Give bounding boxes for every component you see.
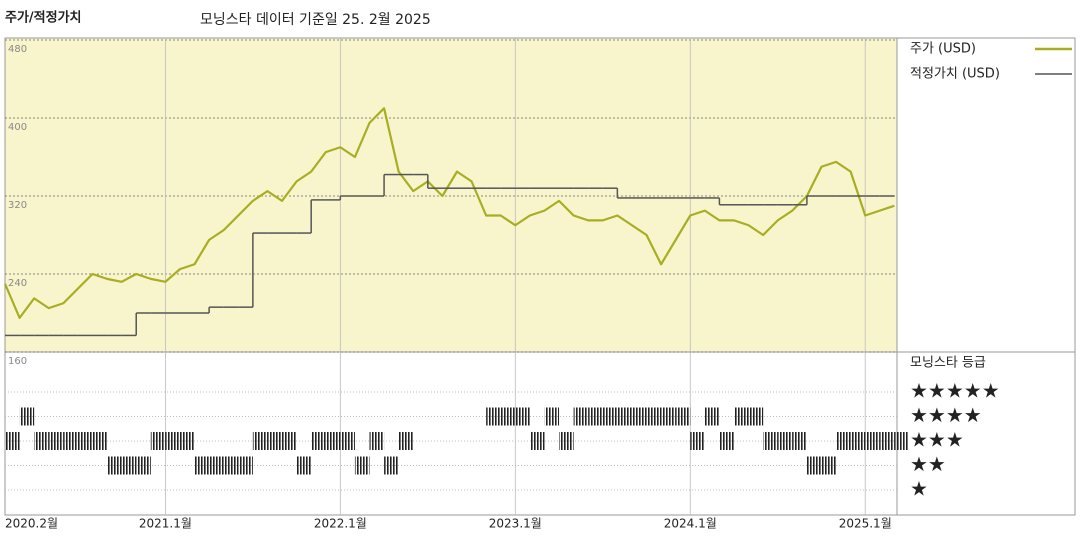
rating-bar [77,432,93,450]
rating-bar [92,432,108,450]
y-tick-label: 400 [8,122,27,133]
rating-bar [34,432,49,450]
rating-bar [282,432,297,450]
rating-bar [559,432,574,450]
rating-bar [384,456,399,475]
x-tick-label: 2023.1월 [489,517,542,531]
rating-bar [529,432,545,450]
rating-bar [48,432,64,450]
rating-bar [398,432,414,450]
rating-bar [617,407,632,426]
rating-bar [661,407,676,426]
rating-bar [806,456,822,475]
x-tick-label: 2022.1월 [314,517,367,531]
x-tick-label: 2024.1월 [664,517,717,531]
rating-label: ★★★★ [910,403,982,427]
rating-bar [500,407,516,426]
rating-bar [136,456,151,475]
rating-bar [340,432,355,450]
rating-bar [165,432,180,450]
rating-bar [763,432,778,450]
rating-bar [865,432,880,450]
rating-bar [675,407,691,426]
rating-bar [19,407,35,426]
rating-bar [602,407,618,426]
rating-bar [150,432,166,450]
rating-bar [734,407,749,426]
chart-title: 주가/적정가치 [5,10,82,26]
rating-bar [252,432,268,450]
rating-bar [879,432,895,450]
rating-bar [646,407,662,426]
x-tick-label: 2025.1월 [839,517,892,531]
rating-bar [821,456,837,475]
rating-bar [296,456,312,475]
rating-bar [5,432,20,450]
rating-label: ★★★ [910,428,964,452]
x-tick-label: 2021.1월 [139,517,192,531]
rating-bar [573,407,589,426]
rating-bar [690,432,705,450]
rating-bar [369,432,385,450]
rating-bar [748,407,764,426]
rating-label: ★★ [910,452,946,476]
rating-bar [194,456,210,475]
x-tick-label: 2020.2월 [5,517,58,531]
rating-bar [631,407,647,426]
rating-bar [267,432,283,450]
rating-bar [63,432,78,450]
y-tick-label: 240 [8,278,27,289]
rating-bar [107,456,122,475]
rating-bar [325,432,341,450]
rating-bar [121,456,137,475]
legend-label: 주가 (USD) [910,42,976,57]
rating-bar [792,432,807,450]
rating-bar [544,407,560,426]
legend-label: 적정가치 (USD) [910,67,1000,82]
rating-label: ★ [910,477,928,501]
plot-background [5,38,897,352]
frame [4,37,1076,516]
rating-bar [238,456,253,475]
rating-bar [311,432,326,450]
rating-bar [486,407,501,426]
rating-title: 모닝스타 등급 [910,356,986,371]
rating-bar [179,432,195,450]
rating-bar [894,432,909,450]
rating-bar [704,407,720,426]
rating-bar [515,407,530,426]
rating-bar [354,456,370,475]
rating-bar [209,456,224,475]
y-tick-label: 480 [8,44,27,55]
rating-bar [588,407,603,426]
rating-bar [223,456,239,475]
price-line [3,107,895,319]
y-tick-label: 320 [8,200,27,211]
rating-label: ★★★★★ [910,379,1000,403]
rating-bar [836,432,851,450]
rating-bar [777,432,793,450]
chart-subtitle: 모닝스타 데이터 기준일 25. 2월 2025 [200,12,431,28]
rating-bar [850,432,866,450]
rating-bar [719,432,734,450]
y-tick-label: 160 [8,356,27,367]
